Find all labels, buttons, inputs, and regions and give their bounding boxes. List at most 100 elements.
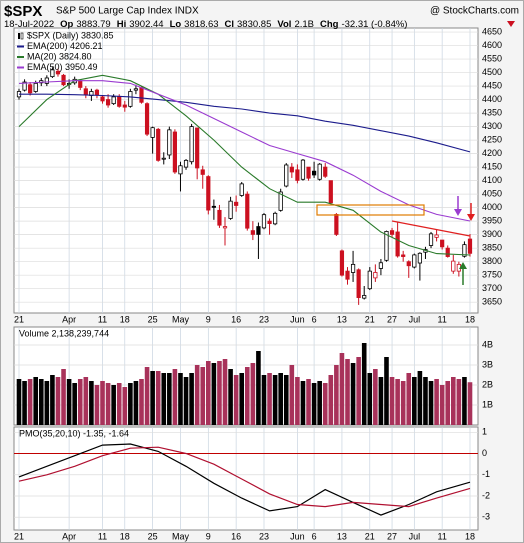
quote-value: -32.31 (-0.84%) <box>341 19 407 30</box>
candle-body <box>428 233 434 246</box>
candle-body <box>261 214 267 229</box>
candle-body <box>133 88 139 91</box>
candle-body <box>445 247 450 257</box>
candle-body <box>33 82 38 92</box>
volume-bar <box>211 363 217 425</box>
candle-body <box>417 252 422 264</box>
volume-bar <box>133 381 139 425</box>
ma-line <box>18 74 471 256</box>
volume-bar <box>16 379 22 425</box>
y-tick-label: 3650 <box>482 297 502 307</box>
volume-bar <box>50 375 55 425</box>
candle-body <box>278 191 283 211</box>
candle-body <box>462 244 467 257</box>
legend-swatch <box>20 32 24 40</box>
volume-bar <box>77 379 83 425</box>
ma-line <box>19 93 471 153</box>
volume-bar <box>228 369 233 425</box>
x-tick-label: 27 <box>387 531 397 541</box>
candle-body <box>434 234 439 238</box>
candle-body <box>139 87 144 103</box>
volume-bar <box>38 379 44 425</box>
resistance-box <box>316 204 425 216</box>
volume-bar <box>55 377 61 425</box>
volume-bar <box>200 367 206 425</box>
volume-bar <box>116 383 122 425</box>
y-tick-label: 4B <box>482 339 493 349</box>
y-tick-label: 3950 <box>482 216 502 226</box>
y-tick-label: -1 <box>482 469 490 479</box>
volume-bar <box>339 353 345 425</box>
y-tick-label: 1 <box>482 427 487 437</box>
volume-bar <box>239 373 245 425</box>
y-tick-label: 2B <box>482 379 493 389</box>
volume-bar <box>456 379 462 425</box>
candle-body <box>467 238 473 254</box>
pmo-panel <box>13 426 479 531</box>
candle-body <box>295 169 300 181</box>
candle-body <box>350 263 356 273</box>
candle-body <box>22 81 27 91</box>
volume-bar <box>261 375 267 425</box>
y-tick-label: 1B <box>482 399 493 409</box>
legend-label: MA(20) 3824.80 <box>27 51 92 61</box>
volume-bar <box>445 381 451 425</box>
x-tick-label: Jun <box>290 531 305 541</box>
candle-body <box>367 270 372 290</box>
x-tick-label: 16 <box>231 314 241 324</box>
candle-body <box>122 104 127 108</box>
candle-body <box>100 96 105 102</box>
volume-bar <box>462 377 467 425</box>
y-tick-label: 4450 <box>482 80 502 90</box>
x-tick-label: 6 <box>312 531 317 541</box>
x-tick-label: 11 <box>437 314 446 324</box>
candle-body <box>250 230 255 235</box>
x-tick-label: 11 <box>98 531 107 541</box>
candle-body <box>111 96 116 105</box>
trend-line <box>391 220 471 237</box>
x-tick-label: May <box>172 531 190 541</box>
purple-arrow-head <box>454 209 462 216</box>
y-tick-label: 3900 <box>482 229 502 239</box>
volume-bar <box>94 385 100 425</box>
marks: 3650 3700 3750 3800 3850 3900 3950 4000 4050 4100… <box>14 26 502 541</box>
x-tick-label: 13 <box>337 531 347 541</box>
quote-label: Cl <box>225 19 235 30</box>
pmo-line <box>18 446 471 508</box>
candle-body <box>28 84 33 94</box>
volume-bar <box>406 373 412 425</box>
y-tick-label: 4500 <box>482 67 502 77</box>
volume-bar <box>250 363 256 425</box>
volume-bar <box>272 375 278 425</box>
candle-body <box>156 128 161 161</box>
volume-bar <box>423 377 428 425</box>
x-tick-label: 16 <box>231 531 241 541</box>
volume-bar <box>27 379 33 425</box>
legend-label: $SPX (Daily) 3830.85 <box>27 30 114 40</box>
candle-body <box>345 270 350 280</box>
volume-bar <box>217 361 222 425</box>
quote-date: 18-Jul-2022 <box>4 19 54 30</box>
candle-body <box>451 260 456 272</box>
volume-bar <box>194 365 200 425</box>
volume-bar <box>334 365 339 425</box>
candle-body <box>44 77 49 84</box>
x-tick-label: 21 <box>14 314 24 324</box>
candle-body <box>412 254 417 268</box>
x-tick-label: 23 <box>259 314 269 324</box>
x-tick-label: Jul <box>409 531 421 541</box>
y-tick-label: 4200 <box>482 148 502 158</box>
candle-body <box>200 169 205 175</box>
y-tick-label: 3750 <box>482 270 502 280</box>
candle-body <box>189 126 194 163</box>
candle-body <box>389 230 395 235</box>
candle-body <box>167 129 172 156</box>
legend-label: EMA(200) 4206.21 <box>27 41 103 51</box>
volume-bar <box>161 373 167 425</box>
volume-bar <box>206 361 211 425</box>
y-tick-label: 3850 <box>482 243 502 253</box>
candle-body <box>222 226 228 229</box>
x-tick-label: 18 <box>120 531 130 541</box>
quote-label: Hi <box>117 19 127 30</box>
